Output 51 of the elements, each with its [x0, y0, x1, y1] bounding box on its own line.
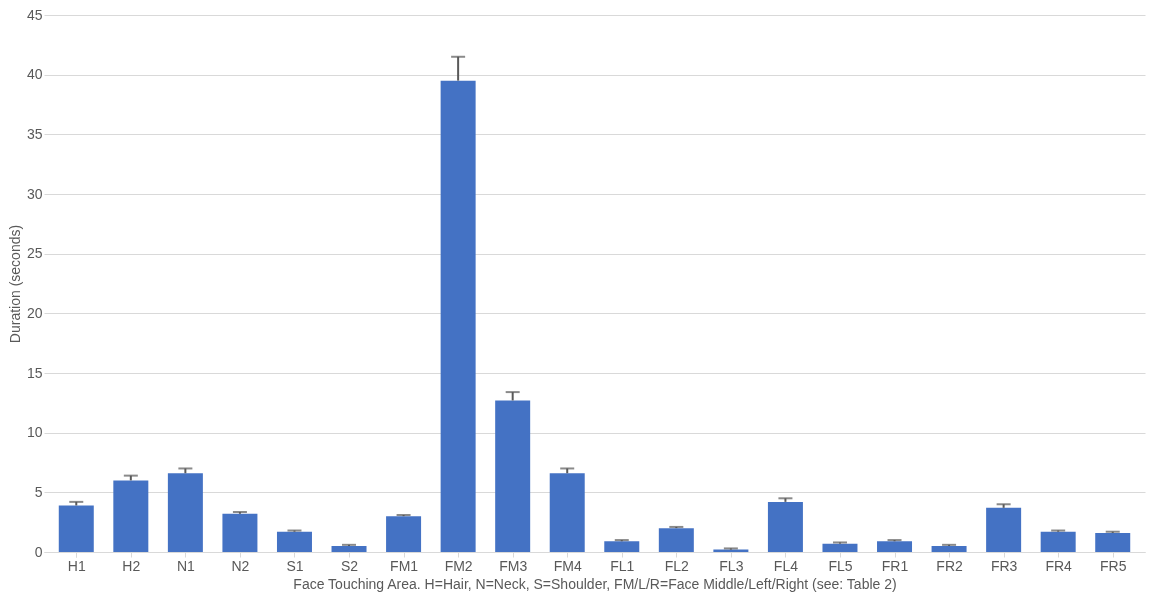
bar	[386, 516, 422, 552]
x-tick-label: FM3	[499, 557, 528, 574]
y-tick-label: 5	[34, 483, 43, 500]
x-tick-label: FR2	[936, 557, 964, 574]
x-tick-label: FR5	[1100, 557, 1127, 574]
bar	[604, 541, 640, 552]
y-tick-label: 0	[34, 543, 43, 560]
bar	[331, 546, 367, 552]
x-tick-label: FL4	[773, 557, 799, 574]
y-tick-label: 20	[26, 304, 43, 321]
bar	[1040, 531, 1076, 552]
bar	[113, 480, 149, 552]
bar	[986, 507, 1022, 552]
y-tick-label: 25	[26, 245, 43, 262]
bar	[167, 473, 203, 552]
x-tick-label: FM2	[444, 557, 473, 574]
y-tick-label: 15	[26, 364, 43, 381]
bar	[222, 513, 258, 552]
x-tick-label: FM1	[390, 557, 419, 574]
x-tick-label: H2	[122, 557, 141, 574]
bar	[931, 546, 967, 552]
x-tick-label: N2	[231, 557, 250, 574]
x-tick-label: H1	[67, 557, 86, 574]
bar	[549, 473, 585, 552]
x-tick-label: FL3	[719, 557, 744, 574]
bar	[822, 543, 858, 552]
x-tick-label: FL1	[610, 557, 635, 574]
x-tick-label: S1	[286, 557, 304, 574]
y-axis-title: Duration (seconds)	[6, 224, 23, 344]
x-tick-label: FR3	[990, 557, 1018, 574]
y-tick-label: 30	[26, 185, 43, 202]
x-tick-label: FM4	[553, 557, 582, 574]
y-tick-label: 45	[26, 6, 43, 23]
x-tick-label: FL5	[828, 557, 853, 574]
x-tick-label: S2	[340, 557, 359, 574]
bar	[440, 80, 476, 552]
bar	[1095, 532, 1131, 552]
y-tick-label: 35	[26, 125, 43, 142]
x-tick-label: FR4	[1045, 557, 1073, 574]
bar	[495, 400, 531, 552]
bar	[58, 505, 94, 552]
bar	[276, 531, 312, 552]
y-tick-label: 40	[26, 66, 43, 83]
x-axis-title: Face Touching Area. H=Hair, N=Neck, S=Shoulder, FM/L/R=Face Middle/Left/Right (see: Table 2)	[293, 575, 897, 592]
y-tick-label: 10	[26, 424, 43, 441]
bar	[767, 501, 803, 552]
bar	[877, 541, 913, 552]
bar	[658, 528, 694, 552]
x-tick-label: FL2	[664, 557, 690, 574]
x-tick-label: FR1	[881, 557, 909, 574]
x-tick-label: N1	[176, 557, 196, 574]
